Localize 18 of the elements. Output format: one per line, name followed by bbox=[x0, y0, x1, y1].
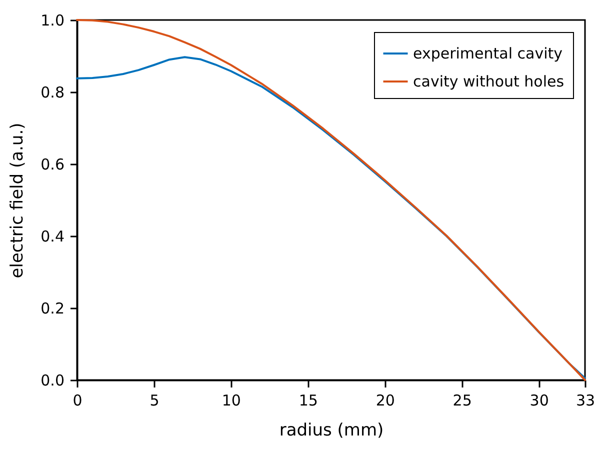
y-axis-title: electric field (a.u.) bbox=[8, 122, 28, 278]
x-tick-label: 5 bbox=[150, 392, 160, 410]
x-tick-label: 25 bbox=[452, 392, 472, 410]
y-tick-label: 0.0 bbox=[40, 372, 64, 390]
x-tick-label: 10 bbox=[222, 392, 241, 410]
y-tick-label: 0.4 bbox=[40, 228, 64, 246]
x-tick-label: 33 bbox=[576, 392, 596, 410]
x-tick-label: 20 bbox=[376, 392, 395, 410]
legend-label: cavity without holes bbox=[413, 72, 564, 90]
x-tick-label: 15 bbox=[298, 392, 318, 410]
legend-label: experimental cavity bbox=[413, 44, 563, 62]
y-tick-label: 0.2 bbox=[40, 300, 64, 318]
y-tick-label: 0.6 bbox=[40, 156, 64, 174]
y-tick-label: 1.0 bbox=[40, 12, 64, 30]
x-axis-title: radius (mm) bbox=[279, 420, 384, 440]
y-tick-label: 0.8 bbox=[40, 84, 64, 102]
x-tick-label: 30 bbox=[530, 392, 549, 410]
x-tick-label: 0 bbox=[72, 392, 82, 410]
